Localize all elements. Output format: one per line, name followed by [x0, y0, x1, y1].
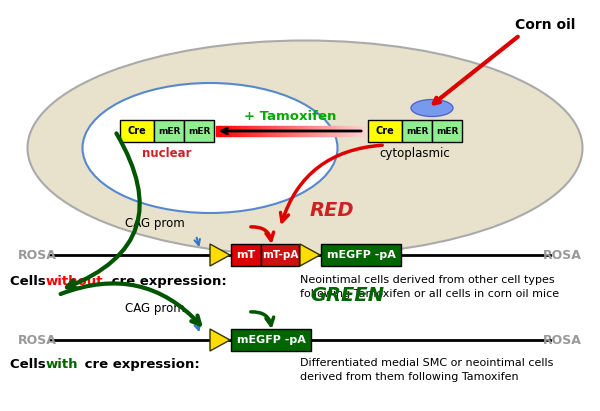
- FancyBboxPatch shape: [231, 244, 261, 266]
- Text: ROSA: ROSA: [18, 333, 57, 346]
- Text: mER: mER: [406, 127, 428, 136]
- FancyBboxPatch shape: [402, 120, 432, 142]
- Text: CAG prom: CAG prom: [125, 217, 185, 230]
- Text: mEGFP -pA: mEGFP -pA: [236, 335, 305, 345]
- Ellipse shape: [411, 99, 453, 116]
- Text: mER: mER: [158, 127, 180, 136]
- FancyBboxPatch shape: [368, 120, 402, 142]
- Text: mER: mER: [436, 127, 458, 136]
- FancyBboxPatch shape: [321, 244, 401, 266]
- Text: + Tamoxifen: + Tamoxifen: [244, 110, 336, 123]
- Text: following Tamoxifen or all cells in corn oil mice: following Tamoxifen or all cells in corn…: [300, 289, 559, 299]
- FancyBboxPatch shape: [432, 120, 462, 142]
- Text: Cre: Cre: [376, 126, 394, 136]
- FancyArrowPatch shape: [61, 284, 200, 325]
- Text: Cells: Cells: [10, 358, 50, 371]
- Text: mER: mER: [188, 127, 210, 136]
- Polygon shape: [210, 329, 230, 351]
- FancyArrowPatch shape: [67, 134, 140, 288]
- Polygon shape: [210, 244, 230, 266]
- FancyBboxPatch shape: [154, 120, 184, 142]
- Text: mT: mT: [236, 250, 256, 260]
- Text: Cre: Cre: [128, 126, 146, 136]
- Text: Differentiated medial SMC or neointimal cells: Differentiated medial SMC or neointimal …: [300, 358, 553, 368]
- Text: ROSA: ROSA: [543, 249, 582, 261]
- Text: cre expression:: cre expression:: [80, 358, 200, 371]
- FancyBboxPatch shape: [120, 120, 154, 142]
- FancyArrowPatch shape: [281, 145, 382, 222]
- Text: Cells: Cells: [10, 275, 50, 288]
- FancyArrowPatch shape: [251, 227, 274, 240]
- Text: cytoplasmic: cytoplasmic: [380, 147, 451, 160]
- Text: Neointimal cells derived from other cell types: Neointimal cells derived from other cell…: [300, 275, 554, 285]
- Ellipse shape: [83, 83, 337, 213]
- Polygon shape: [300, 244, 320, 266]
- Text: ROSA: ROSA: [18, 249, 57, 261]
- Text: Corn oil: Corn oil: [515, 18, 575, 32]
- Text: mT-pA: mT-pA: [262, 250, 298, 260]
- Text: without: without: [46, 275, 104, 288]
- FancyBboxPatch shape: [261, 244, 299, 266]
- Text: RED: RED: [310, 201, 355, 220]
- Text: CAG prom: CAG prom: [125, 302, 185, 315]
- Text: ROSA: ROSA: [543, 333, 582, 346]
- Text: with: with: [46, 358, 79, 371]
- Text: derived from them following Tamoxifen: derived from them following Tamoxifen: [300, 372, 518, 382]
- Text: GREEN: GREEN: [310, 286, 384, 305]
- FancyArrowPatch shape: [251, 312, 274, 326]
- Text: mEGFP -pA: mEGFP -pA: [326, 250, 395, 260]
- FancyBboxPatch shape: [231, 329, 311, 351]
- Text: nuclear: nuclear: [142, 147, 192, 160]
- Ellipse shape: [28, 41, 583, 256]
- Text: cre expression:: cre expression:: [107, 275, 227, 288]
- FancyBboxPatch shape: [184, 120, 214, 142]
